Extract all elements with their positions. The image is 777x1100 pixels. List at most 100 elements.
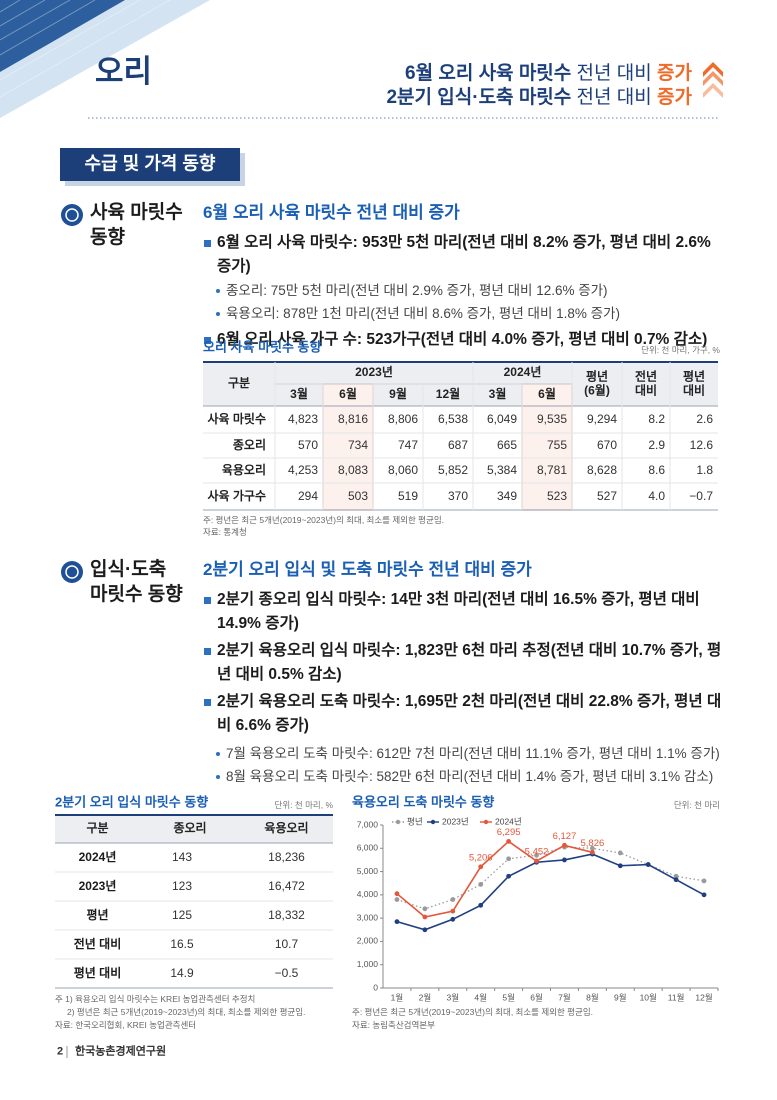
table-note: 2) 평년은 최근 5개년(2019~2023년)의 최대, 최소를 제외한 평… (67, 1007, 306, 1018)
point (617, 850, 623, 856)
point (394, 891, 400, 897)
section-title: 마릿수 동향 (90, 584, 183, 606)
row-label: 사육 마릿수 (207, 411, 266, 426)
chart-unit: 단위: 천 마리 (673, 800, 720, 811)
x-tick-label: 10월 (640, 992, 657, 1002)
y-tick-label: 3,000 (357, 912, 379, 922)
cell: 8,806 (387, 411, 418, 426)
legend-label: 2023년 (442, 816, 469, 826)
y-tick-label: 0 (373, 982, 378, 992)
value-label: 5,452 (525, 847, 549, 858)
section-icon (61, 561, 83, 583)
point (506, 856, 512, 862)
cell: 665 (496, 437, 517, 452)
chart-note: 자료: 농림축산검역본부 (352, 1020, 435, 1031)
table-header: 3월 (290, 387, 308, 402)
bullet: 6월 오리 사육 가구 수: 523가구(전년 대비 4.0% 증가, 평년 대… (203, 328, 723, 352)
headline-part: 6월 오리 사육 마릿수 (405, 63, 572, 84)
y-tick-label: 7,000 (357, 819, 379, 829)
point (450, 897, 456, 902)
cell: 4,823 (287, 411, 318, 426)
up-chevrons (703, 62, 723, 98)
cell: 1.8 (696, 462, 713, 477)
x-tick-label: 6월 (530, 992, 543, 1002)
table-header: 6월 (339, 387, 357, 402)
cell: 5,384 (486, 462, 517, 477)
table-title: 오리 사육 마릿수 동향 (203, 339, 322, 355)
bullet-list: 2분기 종오리 입식 마릿수: 14만 3천 마리(전년 대비 16.5% 증가… (203, 588, 723, 788)
y-tick-label: 6,000 (357, 843, 379, 853)
row-label: 종오리 (232, 437, 266, 452)
legend-swatch (483, 819, 489, 825)
cell: 8.6 (648, 462, 665, 477)
cell: −0.5 (274, 965, 299, 980)
point (450, 916, 456, 922)
point (450, 908, 456, 914)
point (534, 852, 539, 858)
cell: 4.0 (648, 488, 665, 503)
y-tick-label: 5,000 (357, 866, 379, 876)
page-title: 오리 (95, 54, 153, 89)
point (701, 892, 707, 898)
cell: 687 (447, 437, 468, 452)
cell: 18,236 (268, 849, 305, 864)
column-highlight (322, 383, 374, 511)
cell: 5,852 (437, 462, 468, 477)
point (478, 864, 484, 870)
value-label: 5,826 (580, 838, 604, 849)
value-label: 5,206 (469, 852, 493, 863)
cell: 14.9 (170, 965, 194, 980)
table-header: 종오리 (173, 821, 207, 836)
series-line (396, 846, 705, 910)
cell: 8.2 (648, 411, 665, 426)
y-tick-label: 2,000 (357, 936, 379, 946)
section-heading: 2분기 오리 입식 및 도축 마릿수 전년 대비 증가 (203, 560, 532, 580)
table-header: 평년 대비 (682, 369, 706, 398)
table-note: 자료: 통계청 (203, 527, 247, 538)
cell: 6,538 (437, 411, 468, 426)
bullet: 6월 오리 사육 마릿수: 953만 5천 마리(전년 대비 8.2% 증가, … (203, 231, 723, 279)
table-header: 평년 (6월) (584, 369, 610, 398)
cell: 349 (496, 488, 517, 503)
cell: 747 (397, 437, 418, 452)
x-tick-label: 12월 (695, 992, 712, 1002)
cell: 8,781 (536, 462, 567, 477)
footer-org: 한국농촌경제연구원 (75, 1045, 167, 1058)
cell: 503 (347, 488, 368, 503)
cell: 527 (596, 488, 617, 503)
section-heading: 6월 오리 사육 마릿수 전년 대비 증가 (203, 203, 460, 223)
point (478, 902, 484, 908)
cell: 8,816 (337, 411, 368, 426)
x-tick-label: 2월 (419, 992, 432, 1002)
cell: 9,294 (586, 411, 617, 426)
headline-part: 증가 (657, 63, 692, 84)
point (478, 881, 484, 887)
chart-note: 주: 평년은 최근 5개년(2019~2023년)의 최대, 최소를 제외한 평… (352, 1007, 594, 1018)
table-header: 2023년 (355, 365, 393, 380)
point (506, 873, 512, 879)
point (673, 877, 679, 883)
section-title: 사육 마릿수 (90, 202, 183, 224)
table-unit: 단위: 천 마리, 가구, % (641, 345, 720, 356)
cell: 143 (171, 849, 193, 864)
table-unit: 단위: 천 마리, % (274, 800, 333, 811)
section-tab-label: 수급 및 가격 동향 (84, 153, 216, 174)
point (534, 858, 539, 864)
cell: 12.6 (689, 437, 713, 452)
cell: 8,083 (337, 462, 368, 477)
bullet: 2분기 종오리 입식 마릿수: 14만 3천 마리(전년 대비 16.5% 증가… (203, 588, 723, 636)
headline: 2분기 입식·도축 마릿수 전년 대비 증가 (386, 82, 692, 109)
row-label: 전년 대비 (73, 936, 122, 951)
table-header: 3월 (488, 387, 507, 402)
x-tick-label: 5월 (502, 992, 515, 1002)
series-line (396, 853, 705, 931)
x-tick-label: 4월 (474, 992, 487, 1002)
headline-part: 전년 대비 (576, 87, 652, 108)
point (422, 927, 428, 933)
row-label: 2023년 (78, 878, 117, 893)
cell: 294 (297, 488, 318, 503)
table-title: 2분기 오리 입식 마릿수 동향 (55, 794, 209, 810)
cell: 8,060 (387, 462, 418, 477)
legend-label: 평년 (407, 816, 423, 826)
